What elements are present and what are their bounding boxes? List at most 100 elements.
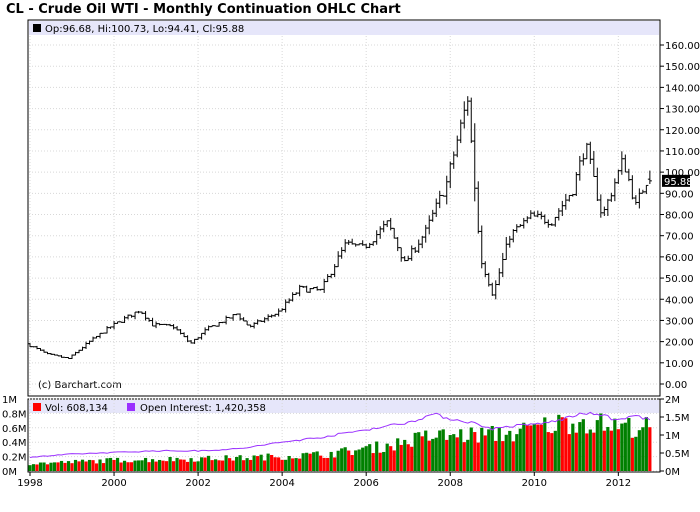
- volume-bar: [543, 417, 547, 471]
- price-panel: [27, 19, 661, 397]
- price-tick-label: 140.00: [665, 83, 700, 94]
- volume-bar: [199, 457, 204, 471]
- volume-tick-label: 0.4M: [2, 438, 27, 449]
- volume-bar: [133, 460, 137, 471]
- volume-bar: [504, 434, 508, 471]
- volume-bars: [28, 413, 652, 471]
- volume-bar: [417, 432, 421, 471]
- volume-bar: [550, 433, 554, 471]
- time-tick-label: 2012: [606, 478, 631, 489]
- volume-bar: [385, 443, 389, 471]
- volume-bar: [235, 456, 239, 471]
- volume-bar: [501, 441, 505, 471]
- price-tick-label: 10.00: [665, 359, 694, 370]
- volume-bar: [305, 452, 309, 471]
- volume-bar: [529, 425, 533, 471]
- volume-bar: [252, 455, 256, 471]
- volume-bar: [182, 459, 186, 471]
- volume-bar: [63, 462, 67, 471]
- volume-bar: [560, 417, 564, 471]
- volume-bar: [136, 460, 141, 471]
- volume-bar: [515, 434, 519, 471]
- volume-bar: [508, 430, 512, 471]
- volume-bar: [31, 464, 36, 471]
- volume-bar: [413, 432, 417, 471]
- volume-bar: [336, 450, 340, 471]
- price-tick-label: 30.00: [665, 316, 694, 327]
- volume-bar: [129, 462, 134, 471]
- volume-bar: [217, 460, 221, 471]
- volume-bar: [189, 458, 193, 471]
- volume-bar: [329, 451, 333, 471]
- volume-bar: [94, 463, 99, 471]
- price-legend-marker: [33, 24, 41, 32]
- volume-bar: [389, 446, 393, 471]
- volume-bar: [623, 422, 627, 471]
- volume-bar: [333, 457, 337, 471]
- time-tick-label: 2000: [101, 478, 126, 489]
- volume-bar: [448, 435, 452, 471]
- time-tick-label: 2008: [438, 478, 463, 489]
- volume-bar: [35, 464, 39, 471]
- volume-bar: [326, 457, 330, 471]
- oi-tick-label: 1.5M: [665, 413, 690, 424]
- volume-bar: [574, 432, 578, 471]
- volume-bar: [140, 460, 144, 471]
- volume-bar: [599, 413, 603, 471]
- oi-legend-marker: [127, 403, 135, 411]
- open-interest-line: [29, 411, 651, 458]
- volume-bar: [263, 460, 267, 471]
- volume-legend: Vol: 608,134: [45, 403, 108, 414]
- price-tick-label: 120.00: [665, 126, 700, 137]
- volume-bar: [147, 462, 151, 471]
- volume-bar: [178, 459, 183, 471]
- volume-bar: [56, 462, 60, 471]
- volume-tick-label: 0.8M: [2, 409, 27, 420]
- volume-bar: [343, 447, 347, 471]
- volume-legend-band: [29, 400, 659, 413]
- volume-bar: [52, 462, 57, 471]
- volume-bar: [364, 446, 368, 471]
- volume-bar: [644, 417, 648, 471]
- volume-bar: [203, 457, 207, 471]
- volume-bar: [87, 459, 92, 471]
- volume-bar: [77, 461, 81, 471]
- volume-bar: [115, 457, 120, 471]
- volume-bar: [620, 423, 624, 471]
- volume-bar: [291, 458, 295, 471]
- volume-bar: [42, 462, 46, 471]
- volume-bar: [277, 457, 281, 471]
- volume-bar: [249, 459, 253, 471]
- volume-bar: [350, 455, 354, 471]
- volume-bar: [171, 461, 176, 471]
- volume-bar: [73, 459, 78, 471]
- price-tick-label: 110.00: [665, 147, 700, 158]
- price-tick-label: 80.00: [665, 211, 694, 222]
- volume-bar: [497, 427, 501, 471]
- volume-bar: [487, 429, 491, 471]
- volume-bar: [185, 461, 190, 471]
- volume-bar: [256, 456, 260, 471]
- volume-tick-label: 0.2M: [2, 453, 27, 464]
- volume-bar: [161, 460, 165, 471]
- volume-bar: [70, 463, 74, 471]
- price-tick-label: 20.00: [665, 338, 694, 349]
- volume-bar: [494, 440, 498, 471]
- volume-bar: [221, 460, 225, 471]
- volume-bar: [119, 462, 123, 471]
- volume-bar: [480, 427, 484, 471]
- volume-bar: [648, 427, 652, 471]
- volume-bar: [459, 429, 463, 471]
- last-price-label: 95.88: [664, 177, 693, 188]
- volume-bar: [392, 450, 396, 471]
- oi-tick-label: 0.5M: [665, 449, 690, 460]
- volume-bar: [588, 429, 592, 471]
- volume-bar: [101, 463, 106, 471]
- oi-legend: Open Interest: 1,420,358: [140, 403, 266, 414]
- volume-bar: [595, 420, 599, 471]
- price-tick-label: 60.00: [665, 253, 694, 264]
- volume-bar: [609, 430, 613, 471]
- volume-bar: [637, 430, 641, 471]
- volume-bar: [340, 448, 344, 471]
